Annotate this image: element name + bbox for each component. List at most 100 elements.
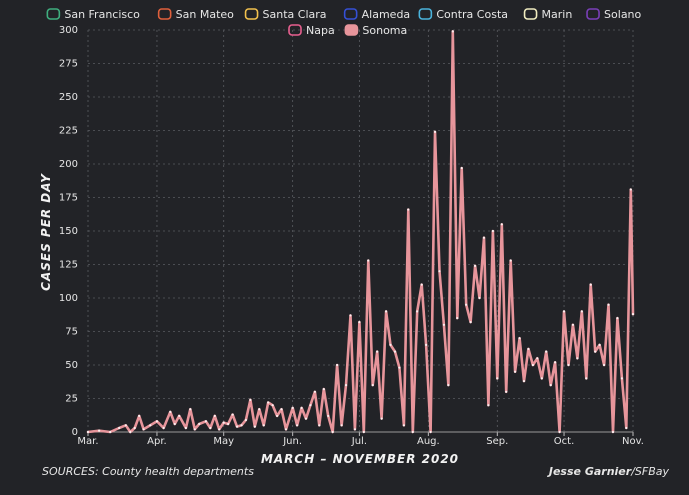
data-point (209, 426, 212, 430)
data-point (249, 398, 252, 401)
legend: San Francisco San Mateo Santa Clara Alameda… (46, 8, 642, 37)
data-point (309, 404, 312, 407)
data-point (456, 317, 459, 320)
legend-label: San Mateo (176, 8, 235, 21)
data-point (86, 430, 90, 434)
legend-swatch (157, 8, 172, 20)
data-point (487, 404, 490, 407)
legend-item-san-mateo: San Mateo (157, 8, 235, 21)
data-point (340, 424, 343, 427)
legend-item-solano: Solano (586, 8, 642, 21)
data-point (631, 312, 635, 316)
data-point (149, 424, 152, 427)
x-axis: Mar. Apr. May Jun. Jul. Aug. Sep. Oct. Nov. (77, 431, 644, 447)
data-point (442, 323, 446, 326)
data-point (133, 426, 136, 430)
data-point (478, 296, 481, 300)
data-point (227, 422, 230, 426)
data-point (331, 430, 334, 434)
data-point (327, 414, 330, 418)
data-point (540, 377, 543, 380)
data-point (571, 323, 575, 326)
legend-swatch (288, 24, 302, 36)
data-point (336, 363, 339, 367)
legend-item-alameda: Alameda (343, 8, 411, 21)
data-point (549, 384, 552, 387)
data-point (629, 188, 632, 191)
y-axis: 0 25 50 75 100 125 150 175 200 225 250 275 300 (59, 25, 78, 438)
data-point (267, 401, 270, 404)
legend-item-santa-clara: Santa Clara (244, 8, 327, 21)
data-point (244, 418, 248, 422)
data-point (193, 428, 196, 431)
y-tick-label: 300 (59, 25, 78, 36)
data-point (313, 390, 316, 393)
data-point (429, 430, 432, 434)
data-point (393, 350, 397, 353)
credit: Jesse Garnier/SFBay (549, 465, 669, 478)
legend-label: Contra Costa (436, 8, 508, 21)
data-point (284, 428, 288, 431)
x-tick-label: Nov. (622, 436, 644, 447)
data-point (496, 377, 499, 380)
legend-swatch (244, 8, 259, 20)
y-tick-label: 100 (59, 293, 78, 304)
data-point (162, 426, 165, 430)
data-point (509, 259, 512, 262)
data-point (253, 425, 256, 428)
legend-item-contra-costa: Contra Costa (418, 8, 508, 21)
y-tick-label: 75 (65, 327, 78, 338)
data-point (189, 408, 192, 411)
data-point (522, 379, 526, 383)
data-point (407, 208, 410, 211)
data-point (398, 366, 401, 369)
data-point (380, 417, 383, 420)
data-point (527, 347, 530, 351)
data-point (616, 317, 619, 320)
data-point (213, 414, 216, 418)
data-point (353, 428, 357, 431)
data-point (451, 30, 454, 33)
data-point (129, 430, 132, 434)
y-tick-label: 175 (59, 193, 78, 204)
data-point (198, 422, 201, 426)
data-point (598, 343, 601, 346)
data-point (178, 414, 181, 418)
data-point (505, 390, 508, 393)
data-point (482, 236, 486, 239)
sources-note: SOURCES: County health departments (42, 465, 254, 478)
data-point (371, 384, 374, 387)
y-tick-label: 0 (72, 427, 78, 438)
data-point (491, 229, 494, 233)
data-point (109, 430, 112, 434)
data-point (536, 357, 539, 360)
legend-label: San Francisco (64, 8, 140, 21)
data-point (204, 420, 207, 423)
x-tick-label: Sep. (486, 436, 508, 447)
legend-swatch (418, 8, 433, 20)
data-point (358, 321, 361, 324)
legend-label: Marin (542, 8, 573, 21)
y-tick-label: 25 (65, 394, 78, 405)
data-point (438, 270, 441, 273)
y-tick-label: 225 (59, 126, 78, 137)
x-tick-label: Apr. (147, 436, 167, 447)
data-point (625, 426, 628, 430)
data-point (580, 310, 583, 313)
data-point (124, 424, 127, 427)
x-tick-label: Jul. (351, 436, 367, 447)
y-tick-label: 50 (65, 360, 78, 371)
data-point (562, 310, 566, 313)
data-point (411, 430, 414, 434)
data-point (545, 350, 548, 353)
legend-label: Alameda (362, 8, 411, 21)
data-point (367, 259, 370, 262)
x-tick-label: Aug. (417, 436, 440, 447)
legend-label: Santa Clara (263, 8, 327, 21)
data-point (460, 166, 463, 170)
data-point (567, 363, 570, 367)
data-point (473, 264, 477, 267)
y-tick-label: 200 (59, 159, 78, 170)
